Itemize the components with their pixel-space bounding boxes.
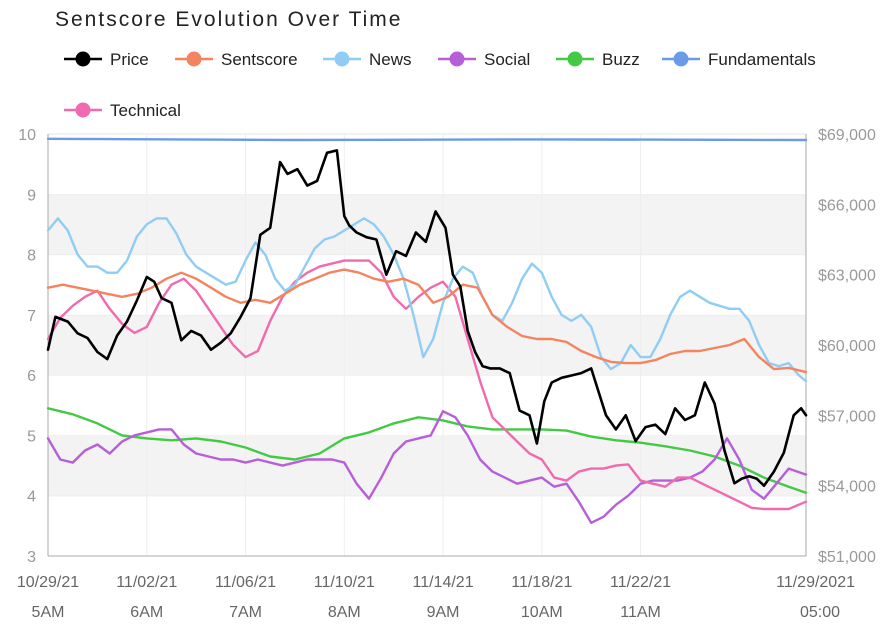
y-right-tick-labels: $51,000 $54,000 $57,000 $60,000 $63,000 $66,0…	[818, 127, 876, 566]
series-line-buzz	[46, 407, 808, 494]
y-left-tick-label: 4	[27, 489, 36, 506]
x-tick-date: 10/29/21	[17, 574, 79, 591]
y-right-tick-label: $66,000	[818, 197, 876, 214]
legend-swatch-dot	[449, 51, 465, 67]
legend-label: Sentscore	[221, 50, 298, 69]
grid-band	[48, 435, 806, 496]
legend-swatch-dot	[673, 51, 689, 67]
legend-label: Social	[484, 50, 530, 69]
grid-band	[48, 194, 806, 255]
legend-item-fundamentals[interactable]: Fundamentals	[662, 50, 816, 69]
legend-item-news[interactable]: News	[323, 50, 412, 69]
x-tick-time: 9AM	[427, 604, 460, 621]
legend-item-technical[interactable]: Technical	[64, 101, 181, 120]
legend-swatch-dot	[75, 51, 91, 67]
series-line-sentscore	[46, 268, 808, 374]
y-right-tick-label: $54,000	[818, 479, 876, 496]
x-tick-time: 5AM	[32, 604, 65, 621]
y-left-tick-label: 6	[27, 368, 36, 385]
series-layer	[46, 137, 808, 524]
chart-title: Sentscore Evolution Over Time	[55, 8, 402, 31]
series-line-price	[46, 149, 808, 488]
y-left-tick-label: 3	[27, 549, 36, 566]
legend-label: Fundamentals	[708, 50, 816, 69]
x-tick-date: 11/14/21	[413, 574, 474, 591]
vertical-gridlines	[47, 134, 807, 556]
grid-band	[48, 254, 806, 315]
legend-swatch-dot	[186, 51, 202, 67]
y-left-tick-label: 5	[27, 428, 36, 445]
x-tick-time: 11AM	[620, 604, 661, 621]
legend-swatch-dot	[75, 102, 91, 118]
x-tick-date: 11/29/2021	[776, 574, 855, 591]
y-right-tick-label: $63,000	[818, 268, 876, 285]
y-right-tick-label: $69,000	[818, 127, 876, 144]
legend: Price Sentscore News Social Buzz Fundamentals…	[64, 50, 816, 120]
y-left-tick-label: 7	[27, 308, 36, 325]
y-left-tick-label: 10	[18, 127, 36, 144]
x-tick-time: 7AM	[229, 604, 262, 621]
legend-item-price[interactable]: Price	[64, 50, 149, 69]
legend-swatch-dot	[567, 51, 583, 67]
x-tick-labels: 10/29/21 5AM 11/02/21 6AM 11/06/21 7AM 11/10/2…	[17, 574, 855, 621]
legend-label: Price	[110, 50, 149, 69]
legend-label: News	[369, 50, 412, 69]
series-line-news	[46, 217, 808, 383]
legend-item-buzz[interactable]: Buzz	[556, 50, 640, 69]
y-right-tick-label: $51,000	[818, 549, 876, 566]
legend-item-social[interactable]: Social	[438, 50, 530, 69]
legend-swatch-dot	[334, 51, 350, 67]
x-tick-time: 6AM	[130, 604, 163, 621]
legend-label: Buzz	[602, 50, 640, 69]
x-tick-date: 11/10/21	[314, 574, 375, 591]
x-tick-date: 11/06/21	[215, 574, 276, 591]
series-line-fundamentals	[46, 137, 808, 142]
x-tick-date: 11/02/21	[116, 574, 177, 591]
y-right-tick-label: $60,000	[818, 338, 876, 355]
grid-band	[48, 375, 806, 436]
x-tick-time: 8AM	[328, 604, 361, 621]
y-left-tick-labels: 3 4 5 6 7 8 9 10	[18, 127, 36, 566]
grid-bands	[48, 133, 806, 556]
x-tick-date: 11/18/21	[511, 574, 572, 591]
x-tick-time: 10AM	[521, 604, 563, 621]
legend-label: Technical	[110, 101, 181, 120]
y-left-tick-label: 8	[27, 248, 36, 265]
grid-band	[48, 314, 806, 376]
y-right-tick-label: $57,000	[818, 408, 876, 425]
y-left-tick-label: 9	[27, 187, 36, 204]
grid-band	[48, 495, 806, 556]
grid-band	[48, 134, 806, 195]
legend-item-sentscore[interactable]: Sentscore	[175, 50, 298, 69]
x-tick-date: 11/22/21	[610, 574, 671, 591]
x-tick-time: 05:00	[800, 604, 840, 621]
